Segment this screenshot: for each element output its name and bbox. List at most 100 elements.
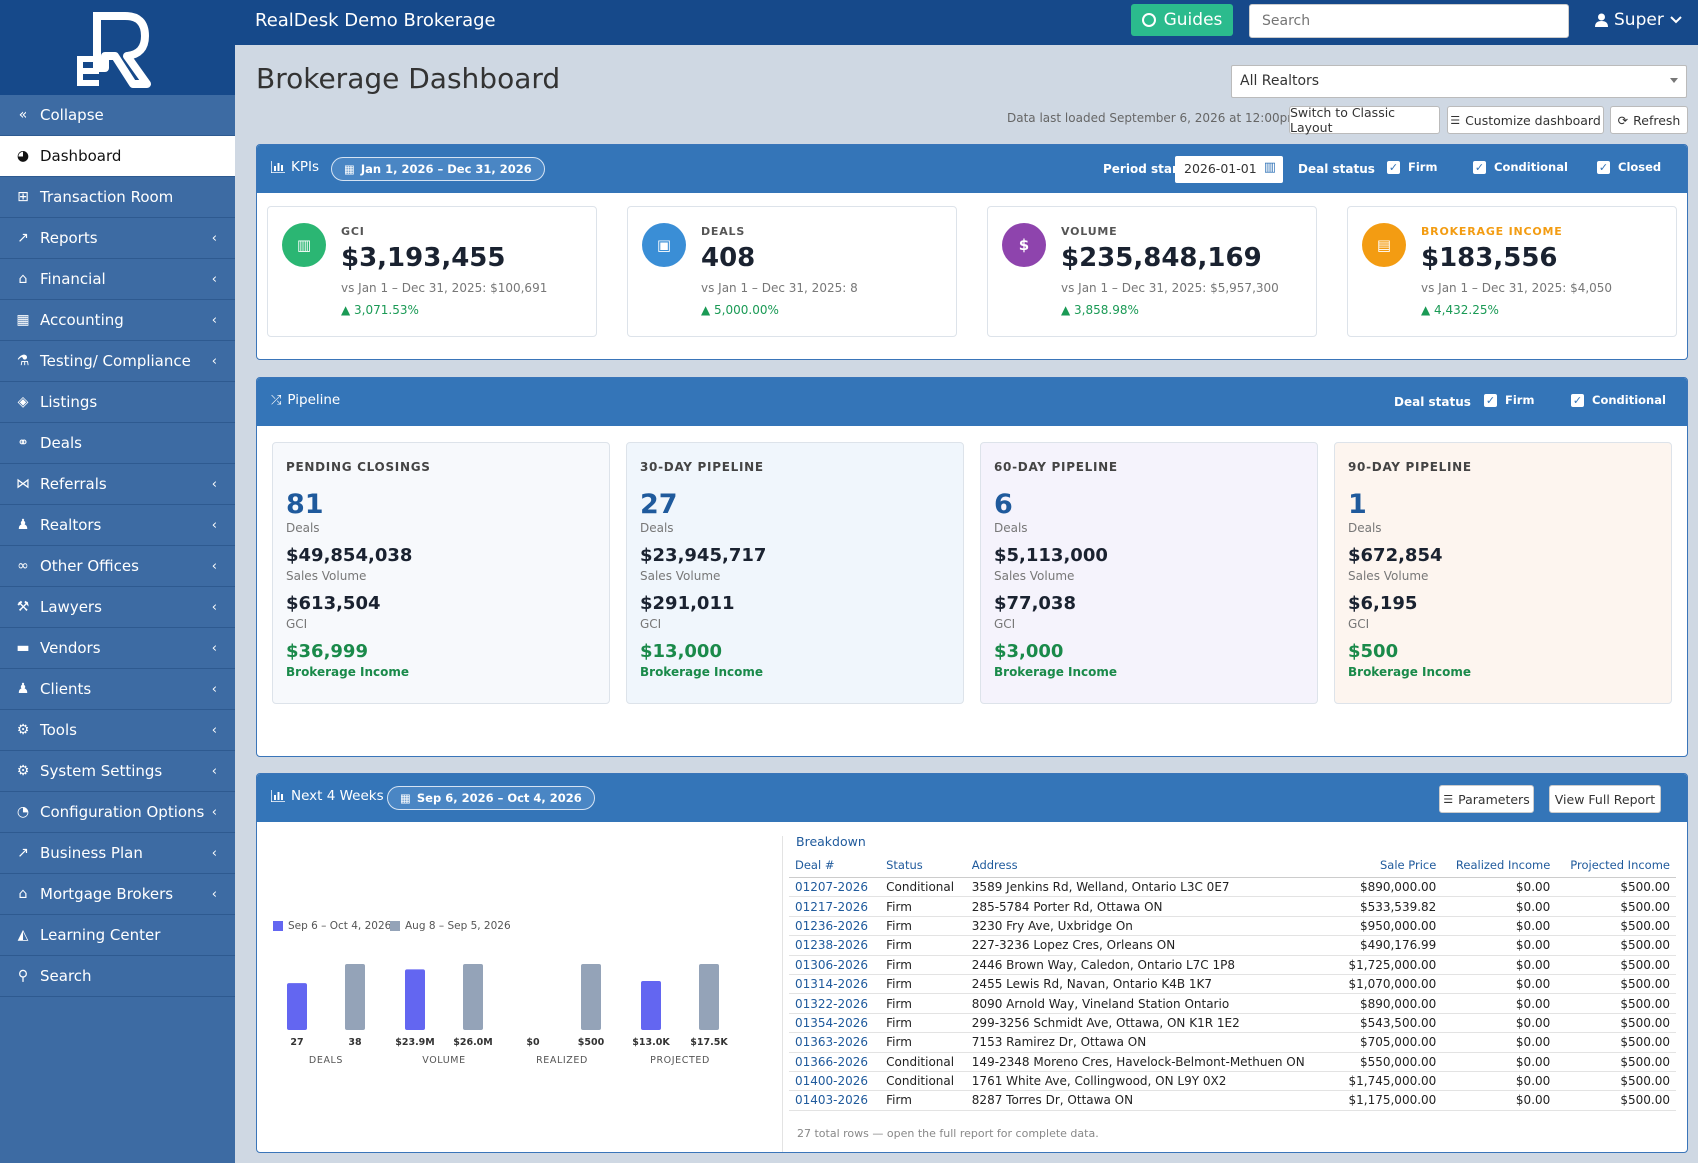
- table-row: 01314-2026 Firm 2455 Lewis Rd, Navan, Onta…: [789, 974, 1676, 995]
- period-start-input[interactable]: 2026-01-01 ▥: [1175, 156, 1283, 183]
- kpi-date-range[interactable]: ▦ Jan 1, 2026 – Dec 31, 2026: [331, 157, 545, 181]
- sidebar-item-label: Referrals: [40, 475, 107, 493]
- view-full-report-button[interactable]: View Full Report: [1549, 785, 1661, 813]
- column-header-projected-income[interactable]: Projected Income: [1556, 855, 1676, 878]
- kpi-label: BROKERAGE INCOME: [1421, 225, 1563, 238]
- table-cell: $500.00: [1556, 1013, 1676, 1034]
- pipeline-income: $3,000: [994, 641, 1064, 662]
- pipeline-gci: $77,038: [994, 593, 1076, 614]
- realtor-select[interactable]: All Realtors: [1231, 65, 1687, 98]
- deal-link[interactable]: 01236-2026: [789, 916, 881, 937]
- bar-deals-current: [287, 983, 307, 1030]
- guides-button[interactable]: Guides: [1131, 4, 1233, 36]
- sidebar-item-listings[interactable]: ◈ Listings: [0, 382, 235, 423]
- sidebar-item-realtors[interactable]: ♟ Realtors ‹: [0, 505, 235, 546]
- sidebar: « Collapse ◕ Dashboard ⊞ Transaction Room ↗ Rep…: [0, 0, 235, 1163]
- sidebar-item-clients[interactable]: ♟ Clients ‹: [0, 669, 235, 710]
- kpi-status-conditional[interactable]: ✓ Conditional: [1473, 160, 1568, 174]
- column-header-address[interactable]: Address: [965, 855, 1336, 878]
- pipeline-status-conditional[interactable]: ✓ Conditional: [1571, 393, 1666, 407]
- deal-link[interactable]: 01363-2026: [789, 1032, 881, 1053]
- sidebar-item-testing-compliance[interactable]: ⚗ Testing/ Compliance ‹: [0, 341, 235, 382]
- table-cell: Conditional: [880, 1052, 966, 1072]
- line-chart-icon: ↗: [17, 230, 29, 246]
- dollar-icon: $: [1002, 223, 1046, 267]
- bank-icon: ⌂: [18, 886, 28, 902]
- brand-logo[interactable]: [0, 0, 235, 95]
- deal-link[interactable]: 01207-2026: [789, 877, 881, 898]
- bar-value-label: $13.0K: [632, 1037, 670, 1048]
- pipeline-income-label: Brokerage Income: [1348, 665, 1472, 679]
- column-header-sale-price[interactable]: Sale Price: [1335, 855, 1443, 878]
- sidebar-item-lawyers[interactable]: ⚒ Lawyers ‹: [0, 587, 235, 628]
- chevron-left-icon: ‹: [211, 477, 217, 492]
- chevron-left-icon: ‹: [211, 723, 217, 738]
- deal-link[interactable]: 01217-2026: [789, 896, 881, 917]
- pipeline-gci: $291,011: [640, 593, 735, 614]
- table-cell: $500.00: [1556, 955, 1676, 975]
- sidebar-item-tools[interactable]: ⚙ Tools ‹: [0, 710, 235, 751]
- deal-link[interactable]: 01322-2026: [789, 993, 881, 1014]
- table-cell: 285-5784 Porter Rd, Ottawa ON: [965, 896, 1336, 917]
- sidebar-item-configuration-options[interactable]: ◔ Configuration Options ‹: [0, 792, 235, 833]
- search-input[interactable]: [1249, 4, 1569, 38]
- table-cell: $0.00: [1442, 916, 1557, 937]
- refresh-button[interactable]: ⟳ Refresh: [1610, 106, 1688, 134]
- breakdown-table: Deal # Status Address Sale Price Realized In…: [789, 855, 1676, 1111]
- sidebar-item-referrals[interactable]: ⋈ Referrals ‹: [0, 464, 235, 505]
- deal-link[interactable]: 01238-2026: [789, 935, 881, 956]
- bar-value-label: 38: [348, 1037, 362, 1048]
- table-cell: 299-3256 Schmidt Ave, Ottawa, ON K1R 1E2: [965, 1013, 1336, 1034]
- sidebar-item-search[interactable]: ⚲ Search: [0, 956, 235, 997]
- deal-link[interactable]: 01306-2026: [789, 955, 881, 975]
- sidebar-item-label: Tools: [40, 721, 77, 739]
- sidebar-item-reports[interactable]: ↗ Reports ‹: [0, 218, 235, 259]
- deal-link[interactable]: 01403-2026: [789, 1090, 881, 1111]
- sidebar-item-deals[interactable]: ⚭ Deals: [0, 423, 235, 464]
- sidebar-item-system-settings[interactable]: ⚙ System Settings ‹: [0, 751, 235, 792]
- kpi-status-firm[interactable]: ✓ Firm: [1387, 160, 1437, 174]
- table-cell: $0.00: [1442, 1071, 1557, 1092]
- category-label: PROJECTED: [650, 1055, 710, 1066]
- sidebar-item-label: Clients: [40, 680, 92, 698]
- sidebar-item-mortgage-brokers[interactable]: ⌂ Mortgage Brokers ‹: [0, 874, 235, 915]
- sidebar-item-label: Other Offices: [40, 557, 139, 575]
- table-row: 01403-2026 Firm 8287 Torres Dr, Ottawa ON $…: [789, 1090, 1676, 1111]
- deal-link[interactable]: 01400-2026: [789, 1071, 881, 1092]
- chevron-left-icon: ‹: [211, 272, 217, 287]
- parameters-button[interactable]: ☰ Parameters: [1439, 785, 1534, 813]
- sidebar-item-learning-center[interactable]: ◭ Learning Center: [0, 915, 235, 956]
- sidebar-item-other-offices[interactable]: ∞ Other Offices ‹: [0, 546, 235, 587]
- checkbox-checked-icon: ✓: [1597, 160, 1610, 174]
- column-header-status[interactable]: Status: [880, 855, 966, 878]
- table-cell: $1,175,000.00: [1335, 1090, 1443, 1111]
- deal-link[interactable]: 01354-2026: [789, 1013, 881, 1034]
- next-weeks-date-range[interactable]: ▦ Sep 6, 2026 – Oct 4, 2026: [387, 786, 595, 810]
- customize-dashboard-button[interactable]: ☰ Customize dashboard: [1447, 106, 1604, 134]
- sidebar-item-dashboard[interactable]: ◕ Dashboard: [0, 136, 235, 177]
- kpi-status-closed[interactable]: ✓ Closed: [1597, 160, 1661, 174]
- switch-layout-button[interactable]: Switch to Classic Layout: [1289, 105, 1440, 135]
- period-start-value: 2026-01-01: [1184, 161, 1257, 176]
- sidebar-item-vendors[interactable]: ▬ Vendors ‹: [0, 628, 235, 669]
- sidebar-item-collapse[interactable]: « Collapse: [0, 95, 235, 136]
- sidebar-item-accounting[interactable]: ▦ Accounting ‹: [0, 300, 235, 341]
- column-header-deal[interactable]: Deal #: [789, 855, 881, 878]
- sidebar-item-business-plan[interactable]: ↗ Business Plan ‹: [0, 833, 235, 874]
- column-header-realized-income[interactable]: Realized Income: [1442, 855, 1557, 878]
- bar-chart-svg: 27 38 DEALS $23.9M $26.0M VOLUME $0 $500 REALIZE…: [287, 964, 728, 1066]
- table-cell: Firm: [880, 1090, 966, 1111]
- sidebar-item-transaction-room[interactable]: ⊞ Transaction Room: [0, 177, 235, 218]
- deal-link[interactable]: 01314-2026: [789, 974, 881, 995]
- table-cell: 3589 Jenkins Rd, Welland, Ontario L3C 0E…: [965, 877, 1336, 898]
- table-row: 01363-2026 Firm 7153 Ramirez Dr, Ottawa ON…: [789, 1032, 1676, 1053]
- table-cell: Conditional: [880, 877, 966, 898]
- bar-volume-current: [405, 969, 425, 1030]
- table-cell: $0.00: [1442, 1090, 1557, 1111]
- sidebar-item-financial[interactable]: ⌂ Financial ‹: [0, 259, 235, 300]
- legend-previous: Aug 8 – Sep 5, 2026: [390, 920, 511, 932]
- legend-swatch: [273, 921, 283, 931]
- deal-link[interactable]: 01366-2026: [789, 1052, 881, 1072]
- pipeline-status-firm[interactable]: ✓ Firm: [1484, 393, 1534, 407]
- user-menu[interactable]: Super: [1595, 10, 1682, 30]
